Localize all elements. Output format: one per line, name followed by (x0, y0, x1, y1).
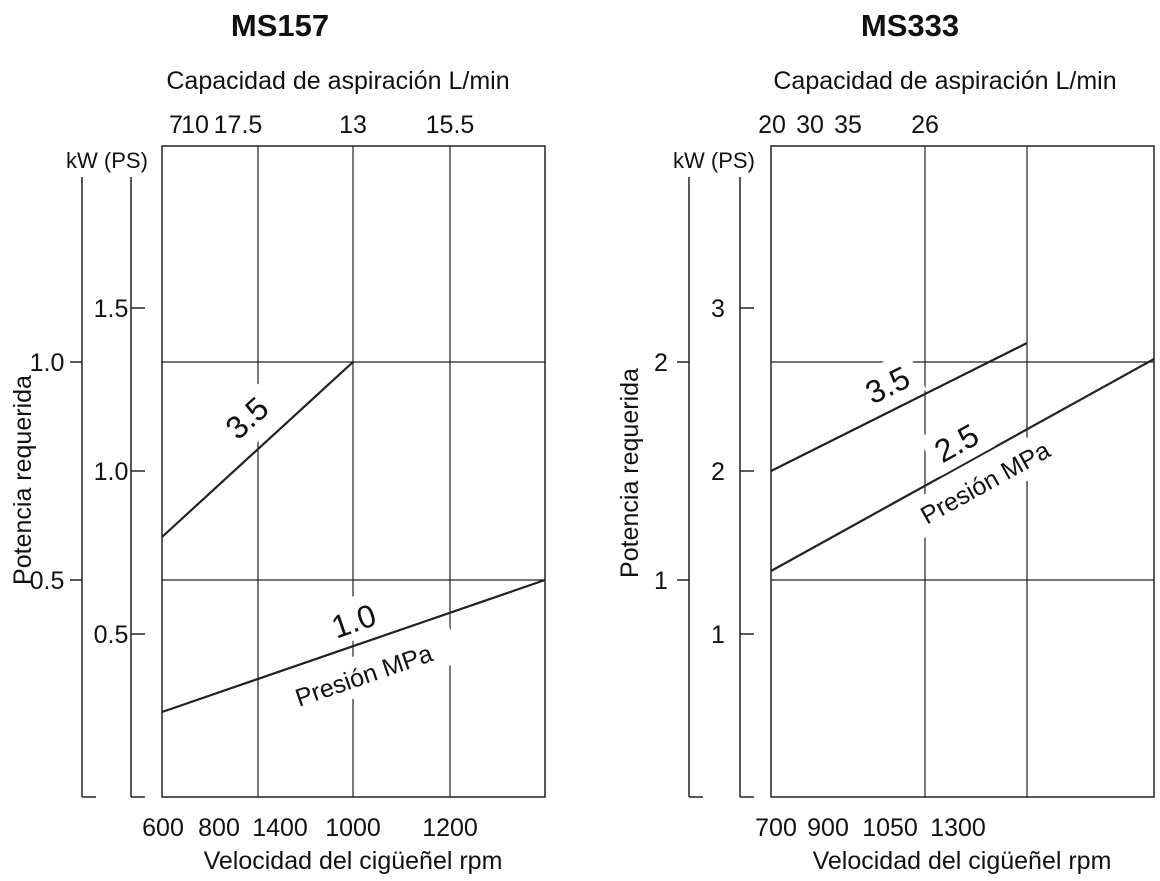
x-tick-label: 1050 (862, 814, 918, 842)
chart-title: MS333 (861, 8, 959, 43)
x-tick-label: 1000 (325, 814, 381, 842)
x-tick-label: 1200 (422, 814, 478, 842)
top-tick: 15.5 (426, 111, 475, 139)
x-tick-label: 800 (198, 814, 240, 842)
y-unit-label: kW (PS) (673, 148, 755, 173)
x-tick-label: 900 (807, 814, 849, 842)
kw-tick-label: 2 (654, 349, 668, 377)
x-tick-label: 1400 (252, 814, 308, 842)
x-axis-label: Velocidad del cigüeñel rpm (204, 847, 503, 875)
kw-tick-label: 1.0 (30, 349, 65, 377)
top-tick: 30 (796, 111, 824, 139)
top-tick: 17.5 (214, 111, 263, 139)
y-axis-label: Potencia requerida (9, 375, 37, 585)
top-tick: 35 (834, 111, 862, 139)
plot-frame (770, 145, 1155, 798)
series-line-1-0 (161, 578, 546, 714)
ps-tick-label: 1 (711, 621, 725, 649)
x-tick-label: 700 (755, 814, 797, 842)
ps-tick-label: 0.5 (94, 621, 129, 649)
y-axis-label: Potencia requerida (616, 368, 644, 578)
top-axis-label: Capacidad de aspiración L/min (773, 67, 1116, 95)
series-line-2-5 (770, 358, 1155, 572)
kw-tick-label: 0.5 (30, 567, 65, 595)
top-tick: 13 (339, 111, 367, 139)
ps-tick-label: 1.5 (94, 295, 129, 323)
ps-tick-label: 3 (711, 295, 725, 323)
top-tick: 20 (758, 111, 786, 139)
top-tick: 26 (911, 111, 939, 139)
series-line-3-5 (161, 361, 354, 538)
chart-title: MS157 (231, 8, 329, 43)
ps-tick-label: 2 (711, 458, 725, 486)
top-tick: 7 (169, 111, 183, 139)
top-axis-label: Capacidad de aspiración L/min (166, 67, 509, 95)
x-tick-label: 600 (142, 814, 184, 842)
kw-tick-label: 1 (654, 567, 668, 595)
y-unit-label: kW (PS) (66, 148, 148, 173)
series-line-3-5 (770, 342, 1028, 472)
x-tick-label: 1300 (930, 814, 986, 842)
chart-ms333: MS333 Capacidad de aspiración L/min 20 3… (616, 8, 1155, 875)
top-tick: 10 (181, 111, 209, 139)
x-axis-label: Velocidad del cigüeñel rpm (813, 847, 1112, 875)
chart-ms157: MS157 Capacidad de aspiración L/min 7 10… (9, 8, 546, 875)
ps-tick-label: 1.0 (94, 458, 129, 486)
